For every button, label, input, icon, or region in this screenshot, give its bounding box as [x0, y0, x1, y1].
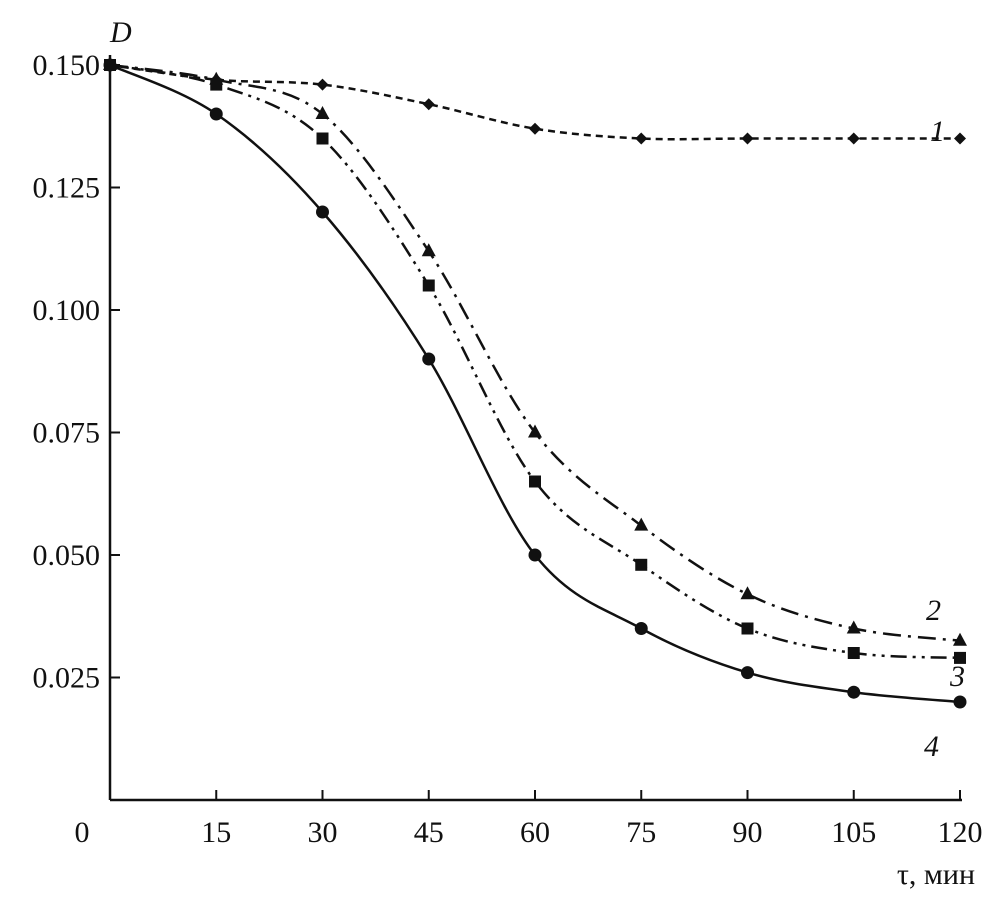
- data-point-square: [422, 279, 435, 292]
- data-point-diamond: [316, 78, 329, 91]
- data-point-square: [529, 475, 541, 488]
- y-tick-label: 0.150: [33, 49, 101, 82]
- axes: 15 30 45 60 75 90 105 1200.0250.0500.0750.1000.…: [33, 49, 983, 849]
- data-point-triangle: [528, 424, 542, 438]
- curve-label-2: 2: [926, 594, 941, 627]
- series-4: [103, 58, 967, 709]
- x-origin-label: 0: [75, 816, 90, 849]
- x-tick-label: 105: [831, 816, 876, 849]
- y-tick-label: 0.100: [33, 294, 101, 327]
- data-point-triangle: [846, 620, 861, 634]
- curve-label-3: 3: [949, 660, 965, 693]
- x-tick-label: 120: [938, 816, 983, 849]
- y-tick-label: 0.075: [33, 417, 101, 450]
- data-point-diamond: [847, 132, 860, 145]
- x-tick-label: 45: [414, 816, 444, 849]
- data-point-diamond: [529, 122, 541, 135]
- y-tick-label: 0.125: [33, 172, 101, 205]
- x-tick-label: 30: [308, 816, 338, 849]
- data-point-diamond: [635, 132, 648, 145]
- series-1: [104, 59, 966, 145]
- series-group: [103, 57, 967, 709]
- data-point-circle: [528, 548, 542, 562]
- data-point-triangle: [315, 106, 330, 119]
- series-line-3: [109, 63, 961, 660]
- data-point-triangle: [634, 517, 649, 531]
- y-axis-label: D: [109, 16, 132, 49]
- x-tick-label: 60: [520, 816, 550, 849]
- curve-label-4: 4: [924, 730, 939, 763]
- data-point-circle: [316, 205, 329, 219]
- data-point-square: [210, 78, 223, 91]
- y-tick-label: 0.025: [33, 662, 101, 695]
- data-point-square: [847, 647, 860, 659]
- data-point-diamond: [741, 132, 754, 145]
- x-axis-label: τ, мин: [897, 858, 975, 891]
- data-point-circle: [422, 352, 436, 366]
- data-point-diamond: [954, 132, 966, 145]
- y-tick-label: 0.050: [33, 539, 101, 572]
- data-point-circle: [953, 695, 967, 709]
- data-point-square: [316, 132, 329, 145]
- data-point-circle: [847, 685, 861, 699]
- data-point-triangle: [421, 243, 436, 257]
- curve-label-1: 1: [930, 115, 945, 148]
- data-point-square: [635, 558, 648, 571]
- data-point-square: [954, 651, 966, 664]
- x-tick-label: 90: [733, 816, 763, 849]
- data-point-circle: [209, 107, 223, 121]
- data-point-triangle: [740, 586, 755, 600]
- x-tick-label: 75: [626, 816, 656, 849]
- data-point-diamond: [422, 98, 435, 111]
- series-line-2: [109, 63, 961, 642]
- data-point-circle: [741, 666, 754, 680]
- data-point-circle: [634, 622, 648, 635]
- data-point-square: [741, 622, 754, 635]
- x-tick-label: 15: [201, 816, 231, 849]
- series-line-4: [109, 63, 961, 704]
- data-point-triangle: [953, 632, 967, 646]
- series-3: [104, 59, 966, 664]
- data-point-circle: [103, 58, 117, 72]
